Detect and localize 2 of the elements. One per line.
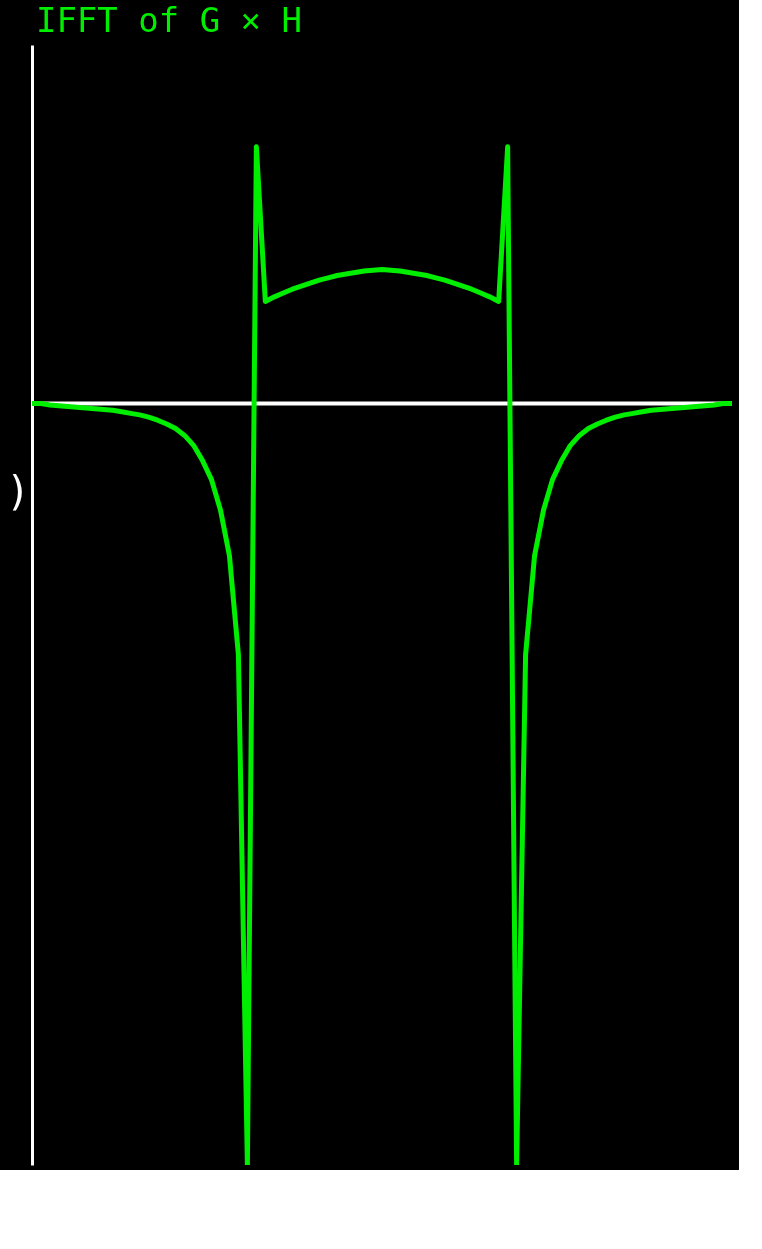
text: ) — [5, 468, 30, 514]
chart-title: IFFT of G × H — [35, 0, 303, 40]
